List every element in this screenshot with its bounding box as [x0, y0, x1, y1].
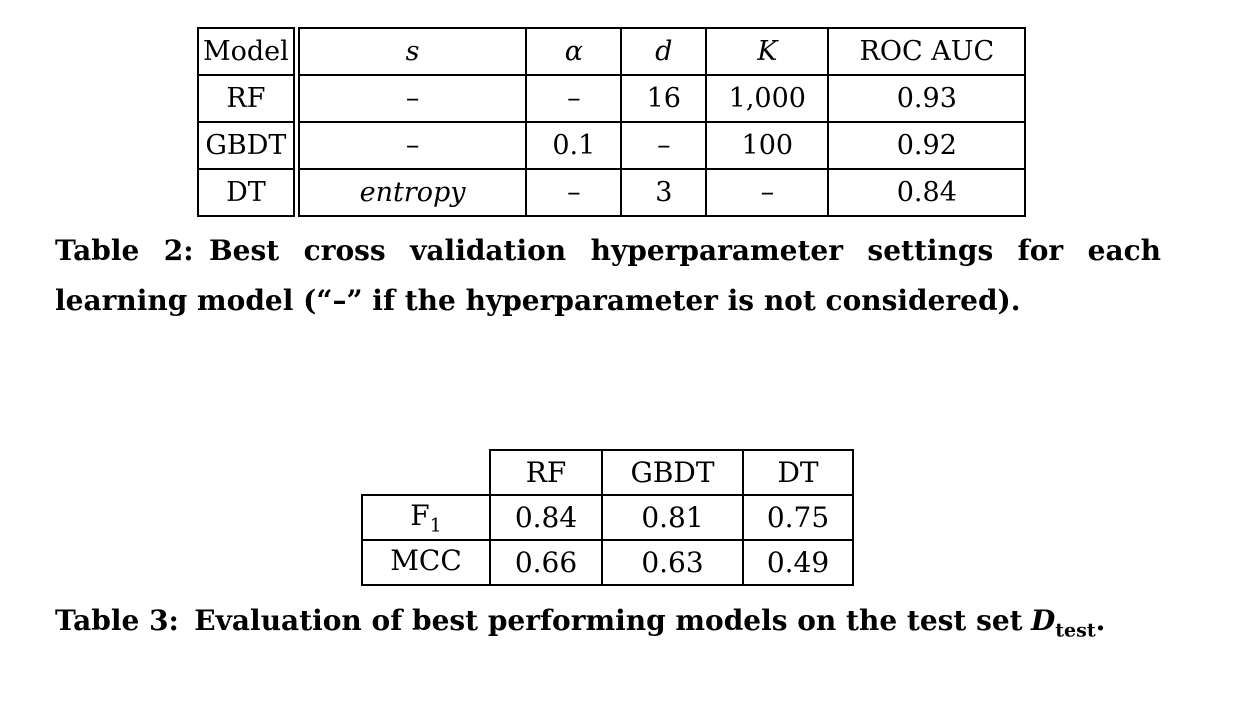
- table2-cell-s: –: [295, 74, 528, 123]
- table2-header-roc-auc: ROC AUC: [827, 27, 1027, 76]
- table3-header-rf: RF: [489, 449, 603, 496]
- dataset-symbol-subscript: test: [1055, 619, 1096, 642]
- table3-cell-rf: 0.66: [489, 539, 603, 586]
- table2-caption: Table 2: Best cross validation hyperparam…: [55, 226, 1161, 326]
- table2-header-model: Model: [196, 27, 300, 76]
- table2-header-d: d: [620, 27, 708, 76]
- table3-cell-gbdt: 0.63: [601, 539, 744, 586]
- table2-header-s: s: [295, 27, 528, 76]
- metric-name: MCC: [390, 543, 462, 577]
- table3-caption: Table 3: Evaluation of best performing mo…: [55, 598, 1215, 654]
- table2-caption-text: Best cross validation hyperparameter set…: [209, 234, 1161, 267]
- table2-cell-d: 3: [620, 168, 708, 217]
- table2-header-alpha: α: [525, 27, 623, 76]
- table2-cell-s: entropy: [295, 168, 528, 217]
- table2-caption-label: Table 2:: [55, 234, 194, 267]
- caption-period: .: [1095, 604, 1106, 637]
- table3-corner-empty: [362, 450, 490, 495]
- table2-row-gbdt: GBDT – 0.1 – 100 0.92: [196, 121, 1027, 170]
- table2-row-dt: DT entropy – 3 – 0.84: [196, 168, 1027, 217]
- table2-cell-alpha: 0.1: [525, 121, 623, 170]
- table2-cell-roc-auc: 0.93: [827, 74, 1027, 123]
- dataset-symbol: D: [1030, 604, 1056, 637]
- table2-cell-k: 100: [705, 121, 830, 170]
- table2-hyperparameters: Model s α d K ROC AUC RF – – 16 1,000 0.…: [196, 27, 1027, 217]
- table3-metric-label: F1: [361, 494, 491, 541]
- table3-cell-rf: 0.84: [489, 494, 603, 541]
- table2-header-k: K: [705, 27, 830, 76]
- table3-header-gbdt: GBDT: [601, 449, 744, 496]
- table2-cell-roc-auc: 0.84: [827, 168, 1027, 217]
- table2-cell-d: –: [620, 121, 708, 170]
- table2-cell-k: –: [705, 168, 830, 217]
- table3-header-dt: DT: [742, 449, 854, 496]
- table3-row-f1: F1 0.84 0.81 0.75: [361, 494, 854, 541]
- metric-name: F: [410, 498, 430, 532]
- table2-cell-k: 1,000: [705, 74, 830, 123]
- metric-subscript: 1: [429, 514, 442, 537]
- table3-cell-dt: 0.49: [742, 539, 854, 586]
- table3-row-mcc: MCC 0.66 0.63 0.49: [361, 539, 854, 586]
- table2-cell-model: RF: [196, 74, 300, 123]
- table2-cell-model: GBDT: [196, 121, 300, 170]
- table3-caption-text: Evaluation of best performing models on …: [194, 604, 1023, 637]
- table2-cell-alpha: –: [525, 74, 623, 123]
- table2-cell-model: DT: [196, 168, 300, 217]
- table2-cell-d: 16: [620, 74, 708, 123]
- table2-header-row: Model s α d K ROC AUC: [196, 27, 1027, 76]
- table3-metric-label: MCC: [361, 539, 491, 586]
- table3-header-row: RF GBDT DT: [362, 449, 854, 496]
- table2-caption-line1: Table 2: Best cross validation hyperparam…: [55, 226, 1161, 276]
- table2-row-rf: RF – – 16 1,000 0.93: [196, 74, 1027, 123]
- table2-cell-s: –: [295, 121, 528, 170]
- table3-evaluation: RF GBDT DT F1 0.84 0.81 0.75 MCC 0.66 0.…: [361, 449, 854, 586]
- table3-cell-dt: 0.75: [742, 494, 854, 541]
- table2-cell-roc-auc: 0.92: [827, 121, 1027, 170]
- table3-caption-label: Table 3:: [55, 604, 179, 637]
- table2-cell-alpha: –: [525, 168, 623, 217]
- table2-caption-line2: learning model (“–” if the hyperparamete…: [55, 284, 1021, 317]
- table3-cell-gbdt: 0.81: [601, 494, 744, 541]
